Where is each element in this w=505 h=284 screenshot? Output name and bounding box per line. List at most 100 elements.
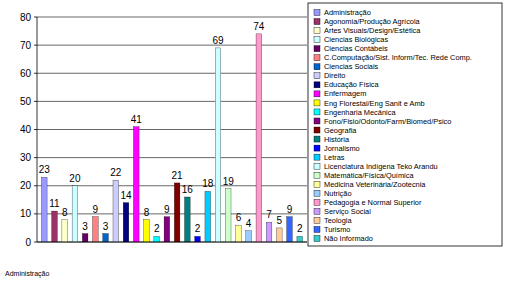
- bar: [205, 191, 211, 242]
- legend-swatch: [314, 235, 320, 241]
- legend-label: Não Informado: [324, 234, 373, 243]
- legend-label: Jornalismo: [324, 144, 360, 153]
- grid-line: [37, 242, 307, 243]
- legend-swatch: [314, 73, 320, 79]
- legend-label: Ciencias Biológicas: [324, 35, 388, 44]
- legend-label: Ciencias Contábeis: [324, 44, 388, 53]
- y-tick: [34, 185, 37, 186]
- bar: [154, 236, 160, 242]
- data-label: 22: [110, 167, 122, 178]
- y-tick-label: 50: [20, 96, 32, 107]
- data-label: 2: [195, 223, 201, 234]
- y-tick-label: 20: [20, 180, 32, 191]
- data-label: 41: [131, 114, 143, 125]
- data-label: 8: [62, 207, 68, 218]
- bar: [113, 180, 119, 242]
- bar: [164, 217, 170, 242]
- legend-label: Enfermagem: [324, 89, 366, 98]
- legend-label: Educação Física: [324, 80, 380, 89]
- legend: AdministraçãoAgonomia/Produção AgrícolaA…: [308, 3, 502, 246]
- legend-swatch: [314, 145, 320, 151]
- y-tick-label: 40: [20, 124, 32, 135]
- bar: [185, 197, 191, 242]
- bar: [297, 236, 303, 242]
- data-labels: 23118203932214418292116218691964747592: [39, 21, 303, 235]
- data-label: 16: [182, 184, 194, 195]
- data-label: 4: [246, 218, 252, 229]
- x-axis: [37, 242, 307, 243]
- bar: [266, 222, 272, 242]
- legend-label: Ciencias Sociais: [324, 62, 379, 71]
- bar: [123, 203, 129, 242]
- legend-label: Pedagogia e Normal Superior: [324, 198, 422, 207]
- data-label: 3: [82, 221, 88, 232]
- legend-swatch: [314, 163, 320, 169]
- legend-label: Serviço Social: [324, 207, 371, 216]
- x-tick-label: Administração: [5, 270, 49, 278]
- legend-swatch: [314, 55, 320, 61]
- bar: [72, 186, 78, 242]
- bar: [236, 225, 242, 242]
- grid-line: [37, 129, 307, 130]
- y-axis: [37, 17, 38, 242]
- grid-line: [37, 17, 307, 18]
- y-tick-label: 60: [20, 68, 32, 79]
- data-label: 3: [103, 221, 109, 232]
- data-label: 2: [154, 223, 160, 234]
- data-label: 9: [93, 204, 99, 215]
- legend-swatch: [314, 127, 320, 133]
- bar: [195, 236, 201, 242]
- y-tick: [34, 213, 37, 214]
- legend-label: Administração: [324, 8, 371, 17]
- y-tick: [34, 17, 37, 18]
- data-label: 69: [212, 35, 224, 46]
- legend-label: Medicina Veterinária/Zootecnia: [324, 180, 426, 189]
- legend-label: Teologia: [324, 216, 352, 225]
- bar: [144, 220, 150, 243]
- legend-swatch: [314, 118, 320, 124]
- y-tick: [34, 129, 37, 130]
- plot-area: [37, 17, 307, 242]
- legend-swatch: [314, 136, 320, 142]
- legend-swatch: [314, 208, 320, 214]
- data-label: 18: [202, 178, 214, 189]
- legend-label: História: [324, 135, 350, 144]
- bar: [41, 177, 47, 242]
- grid-line: [37, 73, 307, 74]
- data-label: 7: [266, 209, 272, 220]
- legend-label: Artes Visuais/Design/Estética: [324, 26, 421, 35]
- legend-label: C.Computação/Sist. Inform/Tec. Rede Comp…: [324, 53, 472, 62]
- legend-label: Eng Florestal/Eng Sanit e Amb: [324, 99, 425, 108]
- data-label: 11: [49, 198, 60, 209]
- legend-swatch: [314, 172, 320, 178]
- y-tick-label: 0: [25, 237, 31, 248]
- data-label: 6: [236, 212, 242, 223]
- legend-swatch: [314, 199, 320, 205]
- y-tick: [34, 242, 37, 243]
- legend-label: Fono/Fisio/Odonto/Farm/Biomed/Psico: [324, 117, 451, 126]
- y-tick: [34, 157, 37, 158]
- y-tick: [34, 73, 37, 74]
- legend-label: Turismo: [324, 225, 350, 234]
- data-label: 14: [120, 190, 132, 201]
- data-label: 8: [144, 207, 150, 218]
- legend-swatch: [314, 226, 320, 232]
- legend-swatch: [314, 154, 320, 160]
- grid-line: [37, 157, 307, 158]
- bar: [52, 211, 58, 242]
- legend-swatch: [314, 28, 320, 34]
- legend-swatch: [314, 190, 320, 196]
- y-tick-label: 80: [20, 12, 32, 23]
- legend-swatch: [314, 109, 320, 115]
- legend-swatch: [314, 217, 320, 223]
- bar: [256, 34, 262, 242]
- legend-label: Geografia: [324, 126, 357, 135]
- y-tick: [34, 101, 37, 102]
- data-label: 21: [172, 170, 184, 181]
- legend-swatch: [314, 82, 320, 88]
- grid-line: [37, 101, 307, 102]
- bar: [174, 183, 180, 242]
- bar: [215, 48, 221, 242]
- bar: [93, 217, 99, 242]
- grid-line: [37, 45, 307, 46]
